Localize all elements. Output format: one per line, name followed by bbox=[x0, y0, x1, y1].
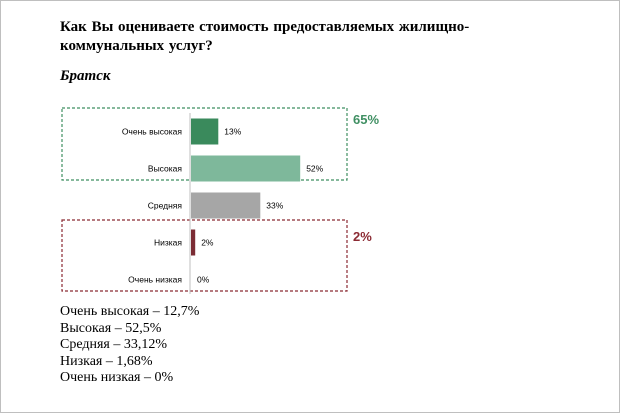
totals-list: Очень высокая – 12,7% Высокая – 52,5% Ср… bbox=[60, 304, 199, 387]
category-label-очень-высокая: Очень высокая bbox=[122, 127, 183, 137]
category-label-средняя: Средняя bbox=[148, 201, 183, 211]
category-label-очень-низкая: Очень низкая bbox=[128, 275, 182, 285]
totals-item-very-low: Очень низкая – 0% bbox=[60, 370, 174, 385]
category-label-низкая: Низкая bbox=[154, 238, 182, 248]
totals-item-medium: Средняя – 33,12% bbox=[60, 337, 168, 352]
totals-item-very-high: Очень высокая – 12,7% bbox=[60, 304, 200, 319]
group-total-label-1: 65% bbox=[353, 112, 379, 127]
bar-низкая bbox=[191, 229, 196, 256]
group-total-label-2: 2% bbox=[353, 229, 372, 244]
bar-высокая bbox=[191, 155, 301, 182]
city-name: Братск bbox=[60, 68, 111, 84]
survey-question: Как Вы оцениваете стоимость предоставляе… bbox=[60, 19, 470, 54]
totals-item-low: Низкая – 1,68% bbox=[60, 353, 153, 369]
value-label-очень-низкая: 0% bbox=[197, 275, 210, 285]
value-label-очень-высокая: 13% bbox=[224, 127, 241, 137]
bar-средняя bbox=[191, 192, 261, 219]
group-box-1 bbox=[61, 107, 348, 181]
bar-очень-высокая bbox=[191, 118, 219, 145]
value-label-высокая: 52% bbox=[306, 164, 323, 174]
value-label-низкая: 2% bbox=[201, 238, 214, 248]
group-box-2 bbox=[61, 219, 348, 292]
value-label-средняя: 33% bbox=[266, 201, 283, 211]
category-label-высокая: Высокая bbox=[148, 164, 182, 174]
totals-item-high: Высокая – 52,5% bbox=[60, 320, 162, 336]
